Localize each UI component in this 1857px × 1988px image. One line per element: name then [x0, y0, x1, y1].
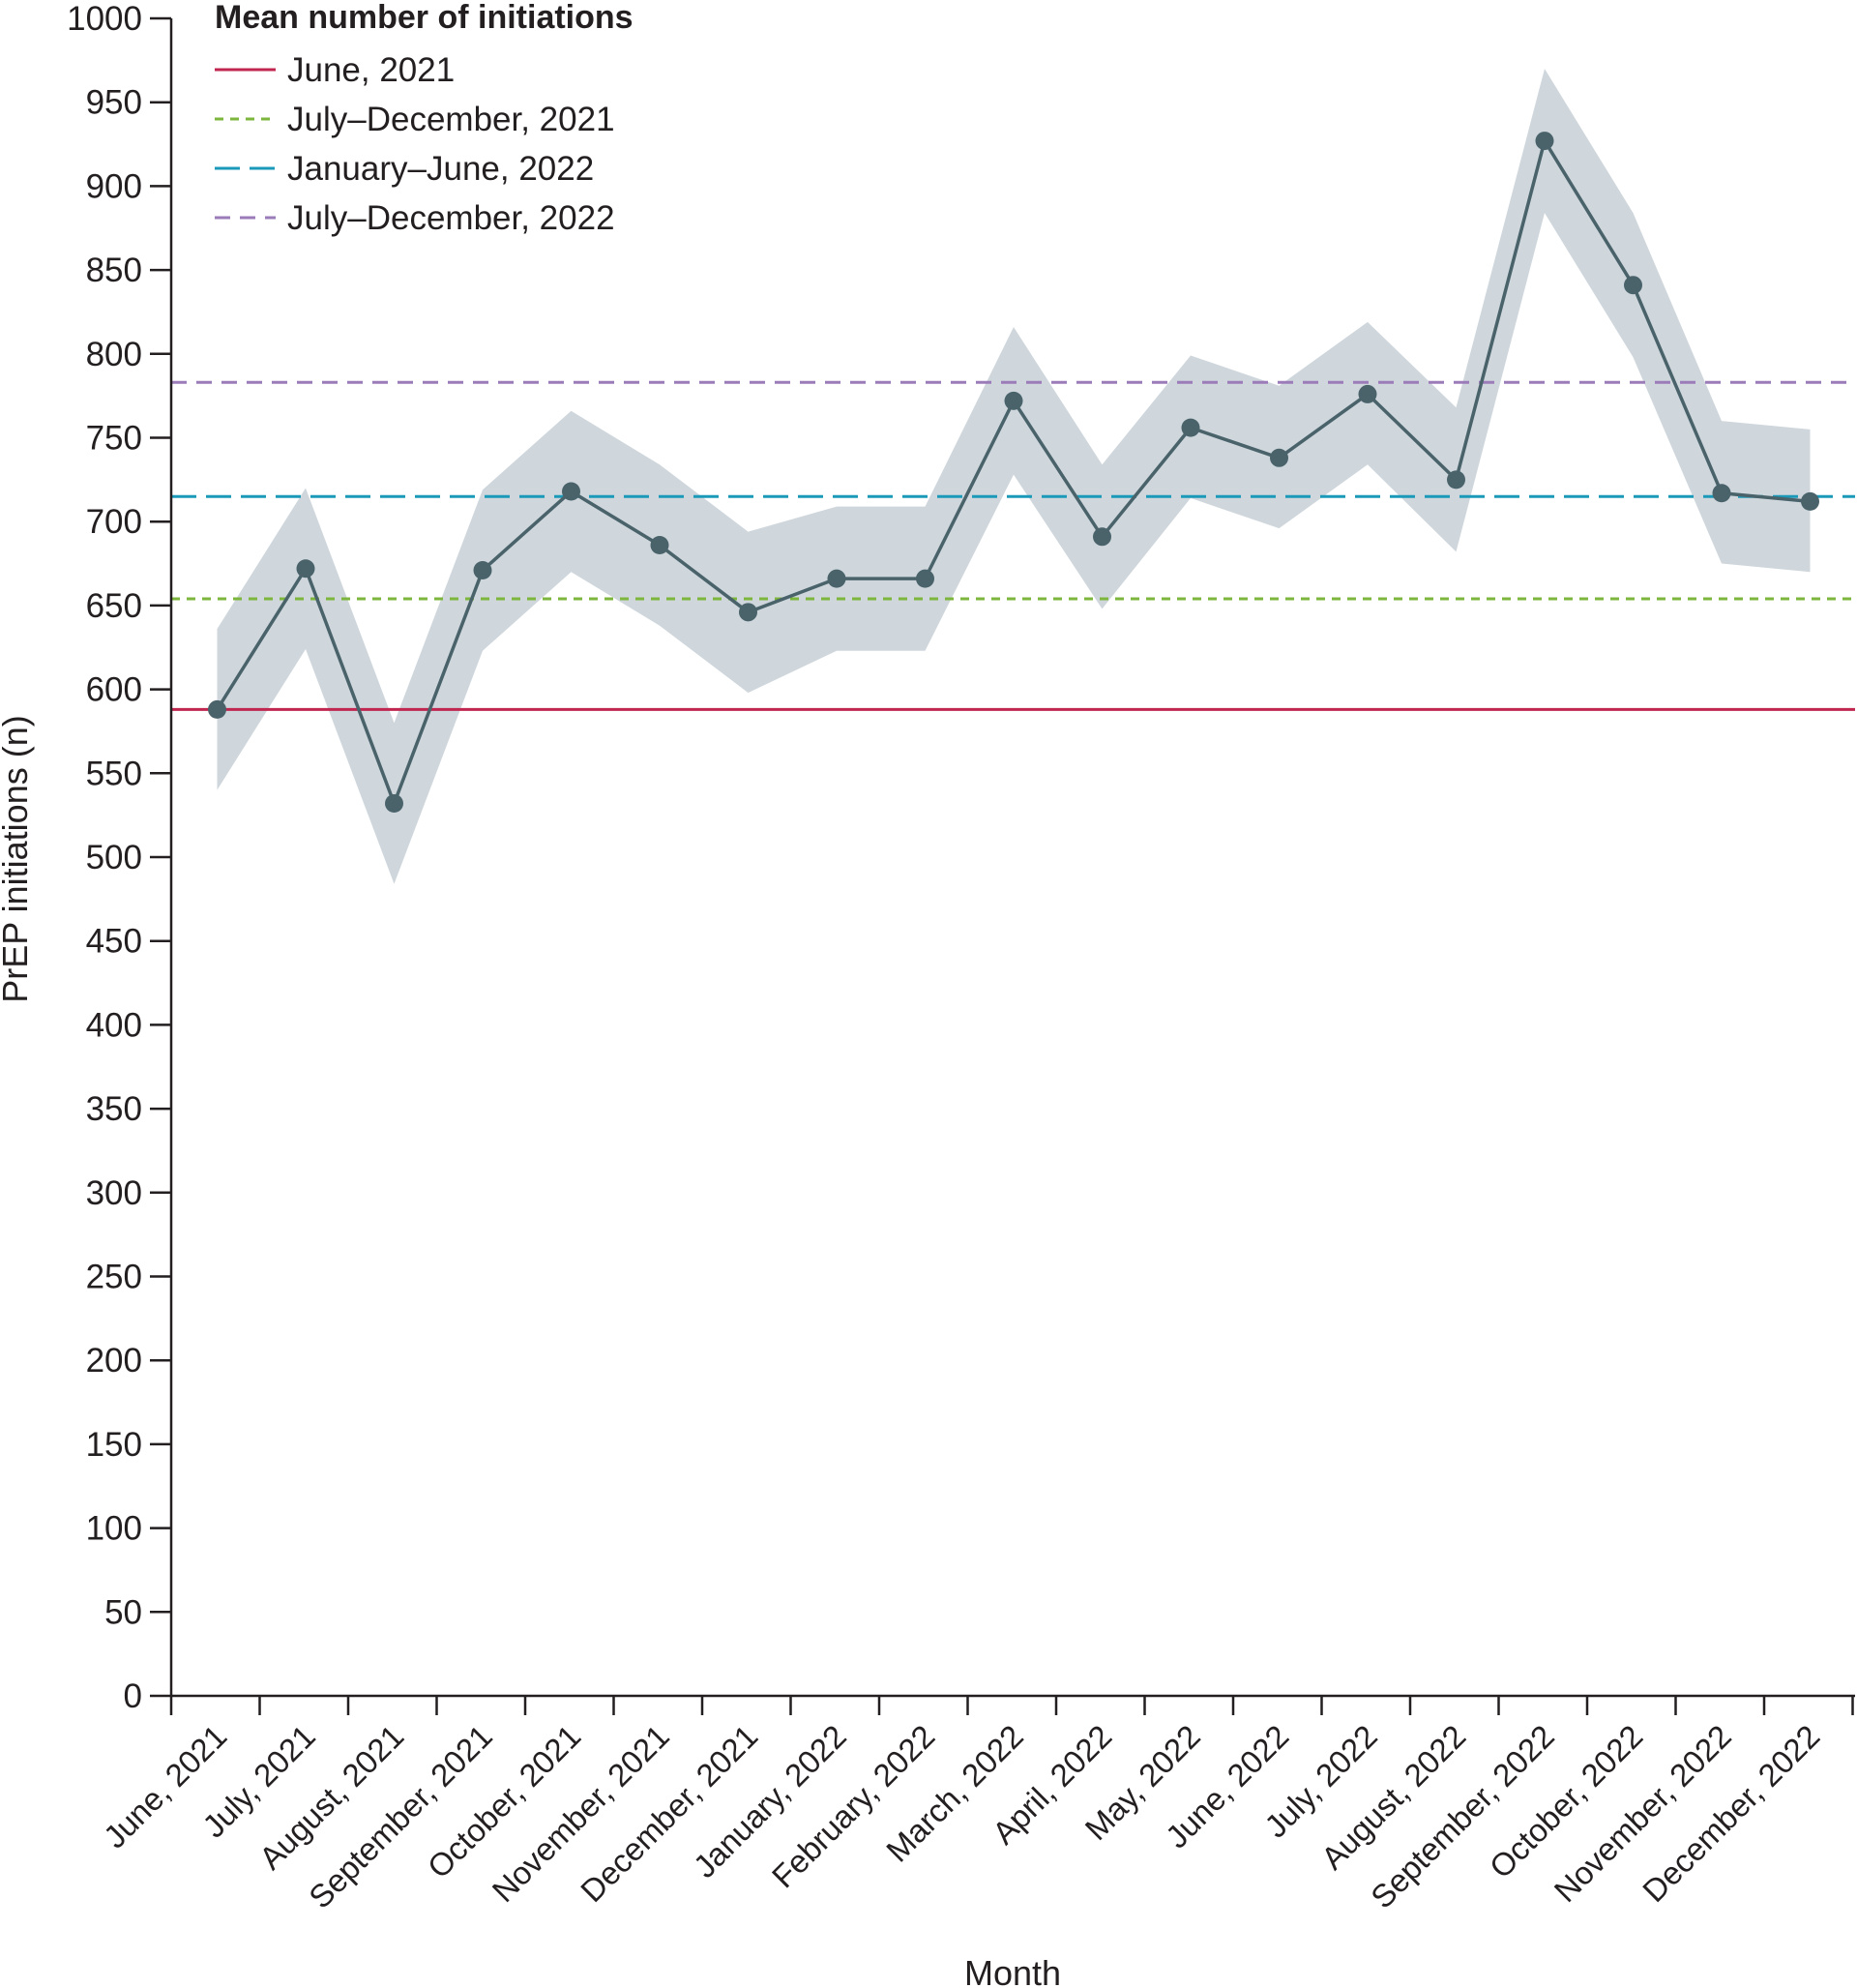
y-tick-label: 550 — [86, 755, 142, 792]
data-point-11 — [1181, 418, 1200, 437]
data-point-10 — [1093, 527, 1111, 547]
legend-label-3: July–December, 2022 — [287, 199, 615, 237]
y-tick-label: 400 — [86, 1006, 142, 1044]
legend-title: Mean number of initiations — [215, 0, 634, 36]
data-point-14 — [1447, 470, 1465, 490]
data-point-3 — [473, 560, 492, 579]
y-tick-label: 1000 — [67, 0, 142, 38]
x-tick-label: February, 2022 — [765, 1718, 942, 1895]
x-tick-label: January, 2022 — [687, 1718, 853, 1884]
y-tick-label: 200 — [86, 1342, 142, 1380]
y-tick-label: 600 — [86, 671, 142, 709]
y-tick-label: 800 — [86, 336, 142, 373]
data-point-9 — [1004, 391, 1023, 410]
legend-label-2: January–June, 2022 — [287, 150, 594, 188]
reference-lines-layer — [171, 380, 1855, 711]
data-point-15 — [1535, 132, 1554, 151]
y-tick-label: 100 — [86, 1510, 142, 1548]
axes-layer: 0 50 100 150 200 250 300 350 400 450 500 550 600 650 7… — [67, 0, 1855, 1915]
y-tick-label: 350 — [86, 1090, 142, 1128]
y-tick-label: 0 — [124, 1677, 142, 1715]
y-axis-title: PrEP initiations (n) — [0, 715, 35, 1002]
legend-label-0: June, 2021 — [287, 51, 455, 89]
x-tick-label: October, 2021 — [421, 1718, 588, 1885]
data-point-8 — [916, 569, 934, 588]
confidence-band-layer — [217, 69, 1811, 884]
y-tick-label: 150 — [86, 1426, 142, 1464]
legend-label-1: July–December, 2021 — [287, 101, 615, 138]
y-tick-label: 50 — [104, 1593, 142, 1631]
data-point-6 — [739, 603, 757, 622]
data-point-4 — [562, 482, 580, 501]
y-tick-label: 300 — [86, 1174, 142, 1212]
data-point-17 — [1712, 484, 1731, 503]
data-point-1 — [296, 559, 315, 579]
y-tick-label: 650 — [86, 587, 142, 625]
y-tick-label: 750 — [86, 420, 142, 458]
data-point-18 — [1801, 491, 1819, 511]
series-layer — [208, 132, 1819, 814]
data-point-12 — [1270, 448, 1288, 467]
data-point-2 — [385, 794, 403, 814]
y-tick-label: 450 — [86, 923, 142, 961]
confidence-band — [217, 69, 1811, 884]
y-tick-label: 500 — [86, 839, 142, 876]
data-point-5 — [650, 535, 669, 554]
y-tick-label: 250 — [86, 1259, 142, 1296]
y-tick-label: 900 — [86, 167, 142, 205]
data-point-13 — [1358, 384, 1377, 403]
data-point-16 — [1624, 276, 1642, 295]
x-tick-label: October, 2022 — [1483, 1718, 1650, 1885]
data-point-0 — [208, 699, 226, 719]
y-tick-label: 850 — [86, 252, 142, 289]
legend: Mean number of initiations June, 2021 July… — [215, 0, 634, 237]
y-tick-label: 950 — [86, 84, 142, 122]
x-axis-title: Month — [964, 1953, 1061, 1988]
data-point-7 — [827, 569, 846, 588]
y-tick-label: 700 — [86, 503, 142, 541]
